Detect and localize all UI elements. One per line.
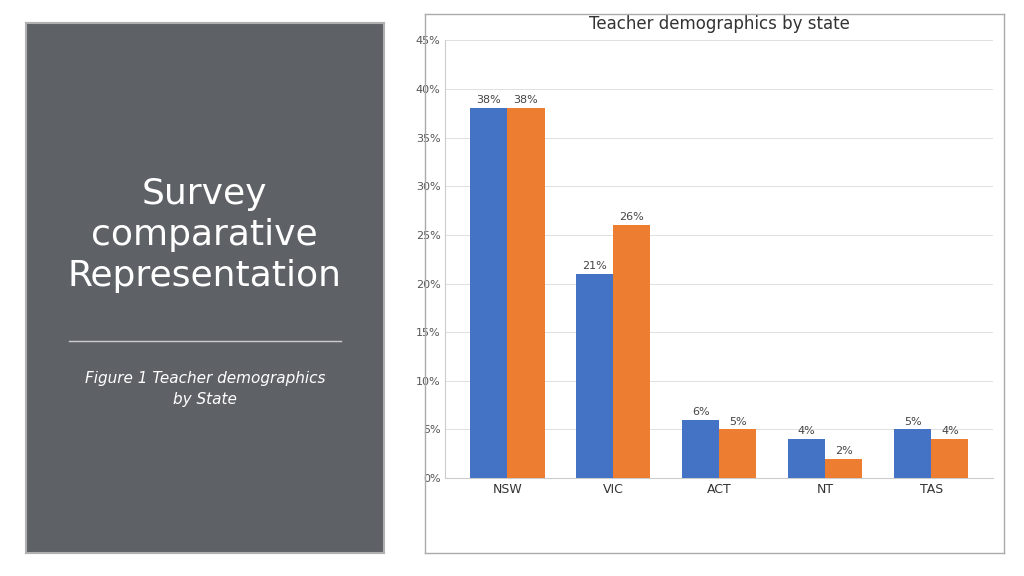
Bar <box>719 430 757 478</box>
Bar <box>508 108 545 478</box>
Text: 5%: 5% <box>904 416 922 426</box>
Bar <box>825 458 862 478</box>
Bar <box>682 420 719 478</box>
Text: Survey
comparative
Representation: Survey comparative Representation <box>68 177 342 293</box>
Text: 21%: 21% <box>583 261 607 271</box>
Text: 38%: 38% <box>514 96 539 105</box>
Text: 4%: 4% <box>798 426 816 436</box>
Bar <box>577 274 613 478</box>
Text: Figure 1 Teacher demographics
by State: Figure 1 Teacher demographics by State <box>85 371 325 407</box>
Bar <box>894 430 931 478</box>
Text: 2%: 2% <box>835 446 853 456</box>
Legend: Survey, population: Survey, population <box>632 571 807 576</box>
Bar <box>788 439 825 478</box>
Bar <box>470 108 508 478</box>
Text: 4%: 4% <box>941 426 958 436</box>
Title: Teacher demographics by state: Teacher demographics by state <box>589 15 850 33</box>
Bar <box>613 225 650 478</box>
Text: 5%: 5% <box>729 416 746 426</box>
Bar <box>931 439 969 478</box>
Text: 26%: 26% <box>620 212 644 222</box>
Text: 6%: 6% <box>692 407 710 417</box>
Text: 38%: 38% <box>476 96 502 105</box>
